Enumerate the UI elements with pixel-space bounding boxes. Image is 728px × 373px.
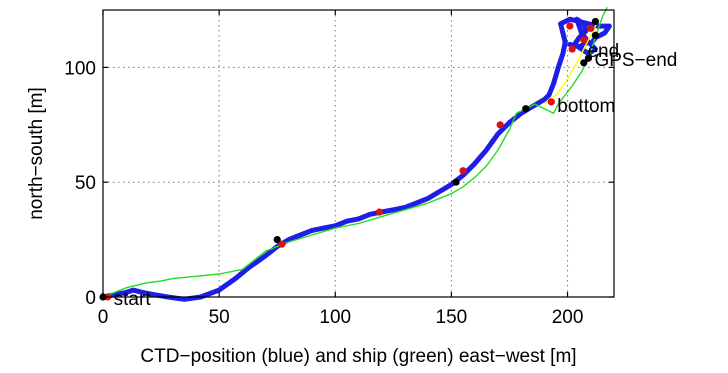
y-axis-label: north−south [m] <box>26 87 47 220</box>
marker-1-2 <box>452 178 460 186</box>
marker-1-1 <box>273 236 281 244</box>
y-tick-label-0: 0 <box>85 288 96 309</box>
series-line-1 <box>102 7 608 298</box>
x-tick-label-1: 50 <box>209 307 230 328</box>
marker-0-8 <box>580 36 588 44</box>
marker-0-6 <box>568 45 576 53</box>
x-tick-label-2: 100 <box>319 307 351 328</box>
y-tick-label-1: 50 <box>75 173 96 194</box>
marker-1-5 <box>584 54 593 62</box>
plot-frame <box>102 9 615 298</box>
series-line-0 <box>100 16 612 302</box>
marker-0-1 <box>278 240 286 248</box>
marker-1-6 <box>591 31 600 39</box>
markers-group <box>99 17 600 301</box>
y-tick-label-2: 100 <box>64 58 96 79</box>
marker-0-4 <box>496 121 504 129</box>
marker-0-2 <box>375 208 384 216</box>
marker-0-3 <box>459 167 467 175</box>
series-group <box>100 7 612 302</box>
x-tick-label-4: 200 <box>552 307 584 328</box>
x-tick-label-3: 150 <box>436 307 468 328</box>
marker-1-4 <box>580 59 588 67</box>
marker-0-7 <box>566 22 574 30</box>
x-axis-label: CTD−position (blue) and ship (green) eas… <box>140 346 576 367</box>
marker-0-9 <box>587 24 595 32</box>
marker-0-5 <box>547 98 555 106</box>
annotation-0: start <box>114 289 152 310</box>
ticks-group: 0 50 100 150 200 0 50 100 <box>64 10 614 328</box>
marker-1-7 <box>591 17 600 26</box>
marker-1-3 <box>522 105 530 113</box>
annotation-2: end <box>587 41 619 62</box>
grid-lines <box>103 10 614 297</box>
annotation-3: GPS−end <box>594 50 677 71</box>
x-tick-label-0: 0 <box>98 307 109 328</box>
series-line-2 <box>543 20 599 105</box>
annotation-1: bottom <box>557 96 615 117</box>
